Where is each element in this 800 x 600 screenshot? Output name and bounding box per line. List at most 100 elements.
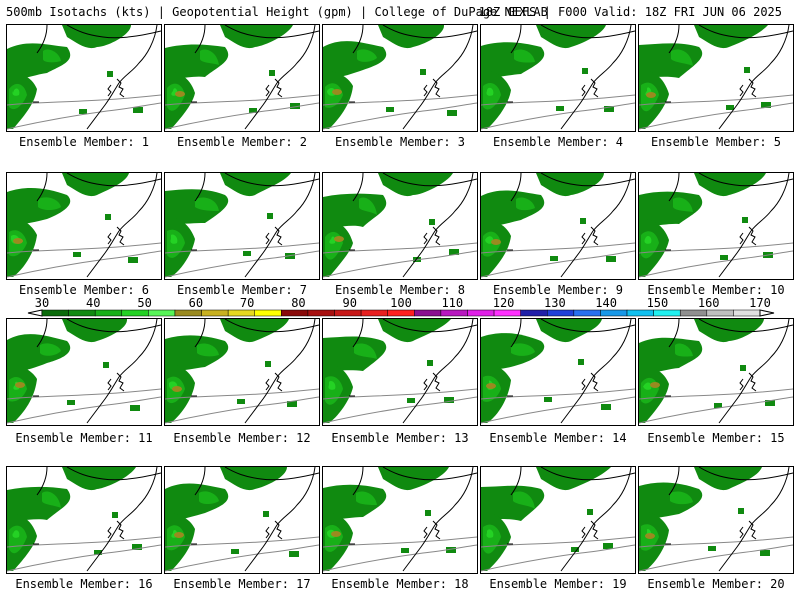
coastline-bay: [581, 526, 586, 539]
isotach-cell: [714, 403, 722, 408]
product-title: 500mb Isotachs (kts) | Geopotential Heig…: [6, 5, 548, 19]
isotach-cell: [105, 214, 111, 220]
coastline: [560, 173, 632, 278]
coastline: [402, 25, 474, 130]
isotach-cell: [556, 106, 564, 111]
isotach-max-region: [13, 238, 23, 244]
coastline-bay: [739, 84, 744, 97]
colorbar-swatch: [600, 309, 628, 317]
isotach-region: [536, 319, 602, 343]
coastline: [86, 319, 158, 424]
colorbar-tick-label: 60: [189, 296, 203, 310]
map-graphic: [323, 173, 477, 278]
height-contour: [382, 319, 477, 333]
isotach-cell: [550, 256, 558, 261]
colorbar-swatch: [414, 309, 442, 317]
coastline-bay: [107, 232, 112, 245]
map-graphic: [481, 173, 635, 278]
map-graphic: [639, 319, 793, 424]
state-border-line: [481, 544, 635, 572]
height-contour: [382, 25, 477, 39]
state-border-line: [7, 536, 161, 548]
coastline-bay: [432, 78, 441, 98]
map-graphic: [481, 25, 635, 130]
isotach-cell: [708, 546, 716, 551]
isotach-max-region: [15, 382, 25, 388]
ensemble-member-label: Ensemble Member: 12: [173, 431, 311, 445]
isotach-region: [323, 484, 387, 520]
isotach-cell: [237, 399, 245, 404]
height-contour: [698, 467, 793, 481]
isotach-cell: [289, 551, 299, 557]
isotach-region: [170, 234, 178, 244]
isotach-region: [513, 491, 535, 509]
isotach-max-region: [172, 386, 182, 392]
state-border-line: [7, 396, 161, 424]
isotach-cell: [249, 108, 257, 113]
map-graphic: [323, 319, 477, 424]
isotach-cell: [606, 256, 616, 262]
height-contour: [510, 25, 522, 54]
state-border-line: [639, 250, 793, 278]
height-contour: [352, 173, 364, 202]
map-graphic: [639, 25, 793, 130]
colorbar-tick-label: 100: [390, 296, 412, 310]
state-border-line: [639, 536, 793, 548]
isotach-region: [644, 236, 652, 244]
map-graphic: [165, 467, 319, 572]
isotach-region: [639, 191, 703, 226]
map-graphic: [323, 467, 477, 572]
isotach-cell: [603, 543, 613, 549]
map-graphic: [481, 319, 635, 424]
isotach-cell: [427, 360, 433, 366]
colorbar-tick-label: 70: [240, 296, 254, 310]
isotach-max-region: [174, 532, 184, 538]
state-border-line: [481, 536, 635, 548]
state-border-line: [165, 94, 319, 106]
colorbar-tick-label: 130: [544, 296, 566, 310]
coastline-bay: [116, 372, 125, 392]
isotach-cell: [128, 257, 138, 263]
coastline: [402, 467, 474, 572]
isotach-cell: [231, 549, 239, 554]
height-contour: [36, 173, 48, 202]
ensemble-member-label: Ensemble Member: 4: [492, 135, 624, 149]
coastline: [718, 173, 790, 278]
isotach-region: [42, 491, 61, 508]
ensemble-member-label: Ensemble Member: 13: [331, 431, 469, 445]
coastline-bay: [590, 78, 599, 98]
isotach-cell: [580, 218, 586, 224]
isotach-cell: [79, 109, 87, 114]
state-border-line: [7, 102, 161, 130]
state-border-line: [323, 544, 477, 572]
coastline: [560, 467, 632, 572]
ensemble-member-map: [638, 318, 794, 426]
colorbar-swatch: [679, 309, 708, 317]
state-border-line: [481, 250, 635, 278]
coastline-bay: [739, 526, 744, 539]
colorbar-tick-label: 90: [342, 296, 356, 310]
isotach-region: [200, 49, 219, 65]
isotach-cell: [578, 359, 584, 365]
height-contour: [224, 25, 319, 39]
coastline: [718, 467, 790, 572]
height-contour: [668, 173, 680, 202]
isotach-cell: [73, 252, 81, 257]
isotach-cell: [267, 213, 273, 219]
colorbar-swatch: [467, 309, 495, 317]
state-border-line: [639, 544, 793, 572]
coastline-bay: [432, 226, 441, 246]
state-border-line: [639, 388, 793, 400]
isotach-region: [486, 87, 494, 96]
isotach-region: [197, 343, 219, 357]
coastline: [402, 173, 474, 278]
state-border-line: [323, 388, 477, 400]
map-graphic: [639, 173, 793, 278]
height-contour: [382, 173, 477, 187]
isotach-region: [643, 382, 652, 390]
colorbar-swatch: [493, 309, 521, 317]
colorbar-swatch: [174, 309, 202, 317]
isotach-cell: [447, 110, 457, 116]
height-contour: [510, 173, 522, 202]
isotach-region: [359, 197, 377, 215]
